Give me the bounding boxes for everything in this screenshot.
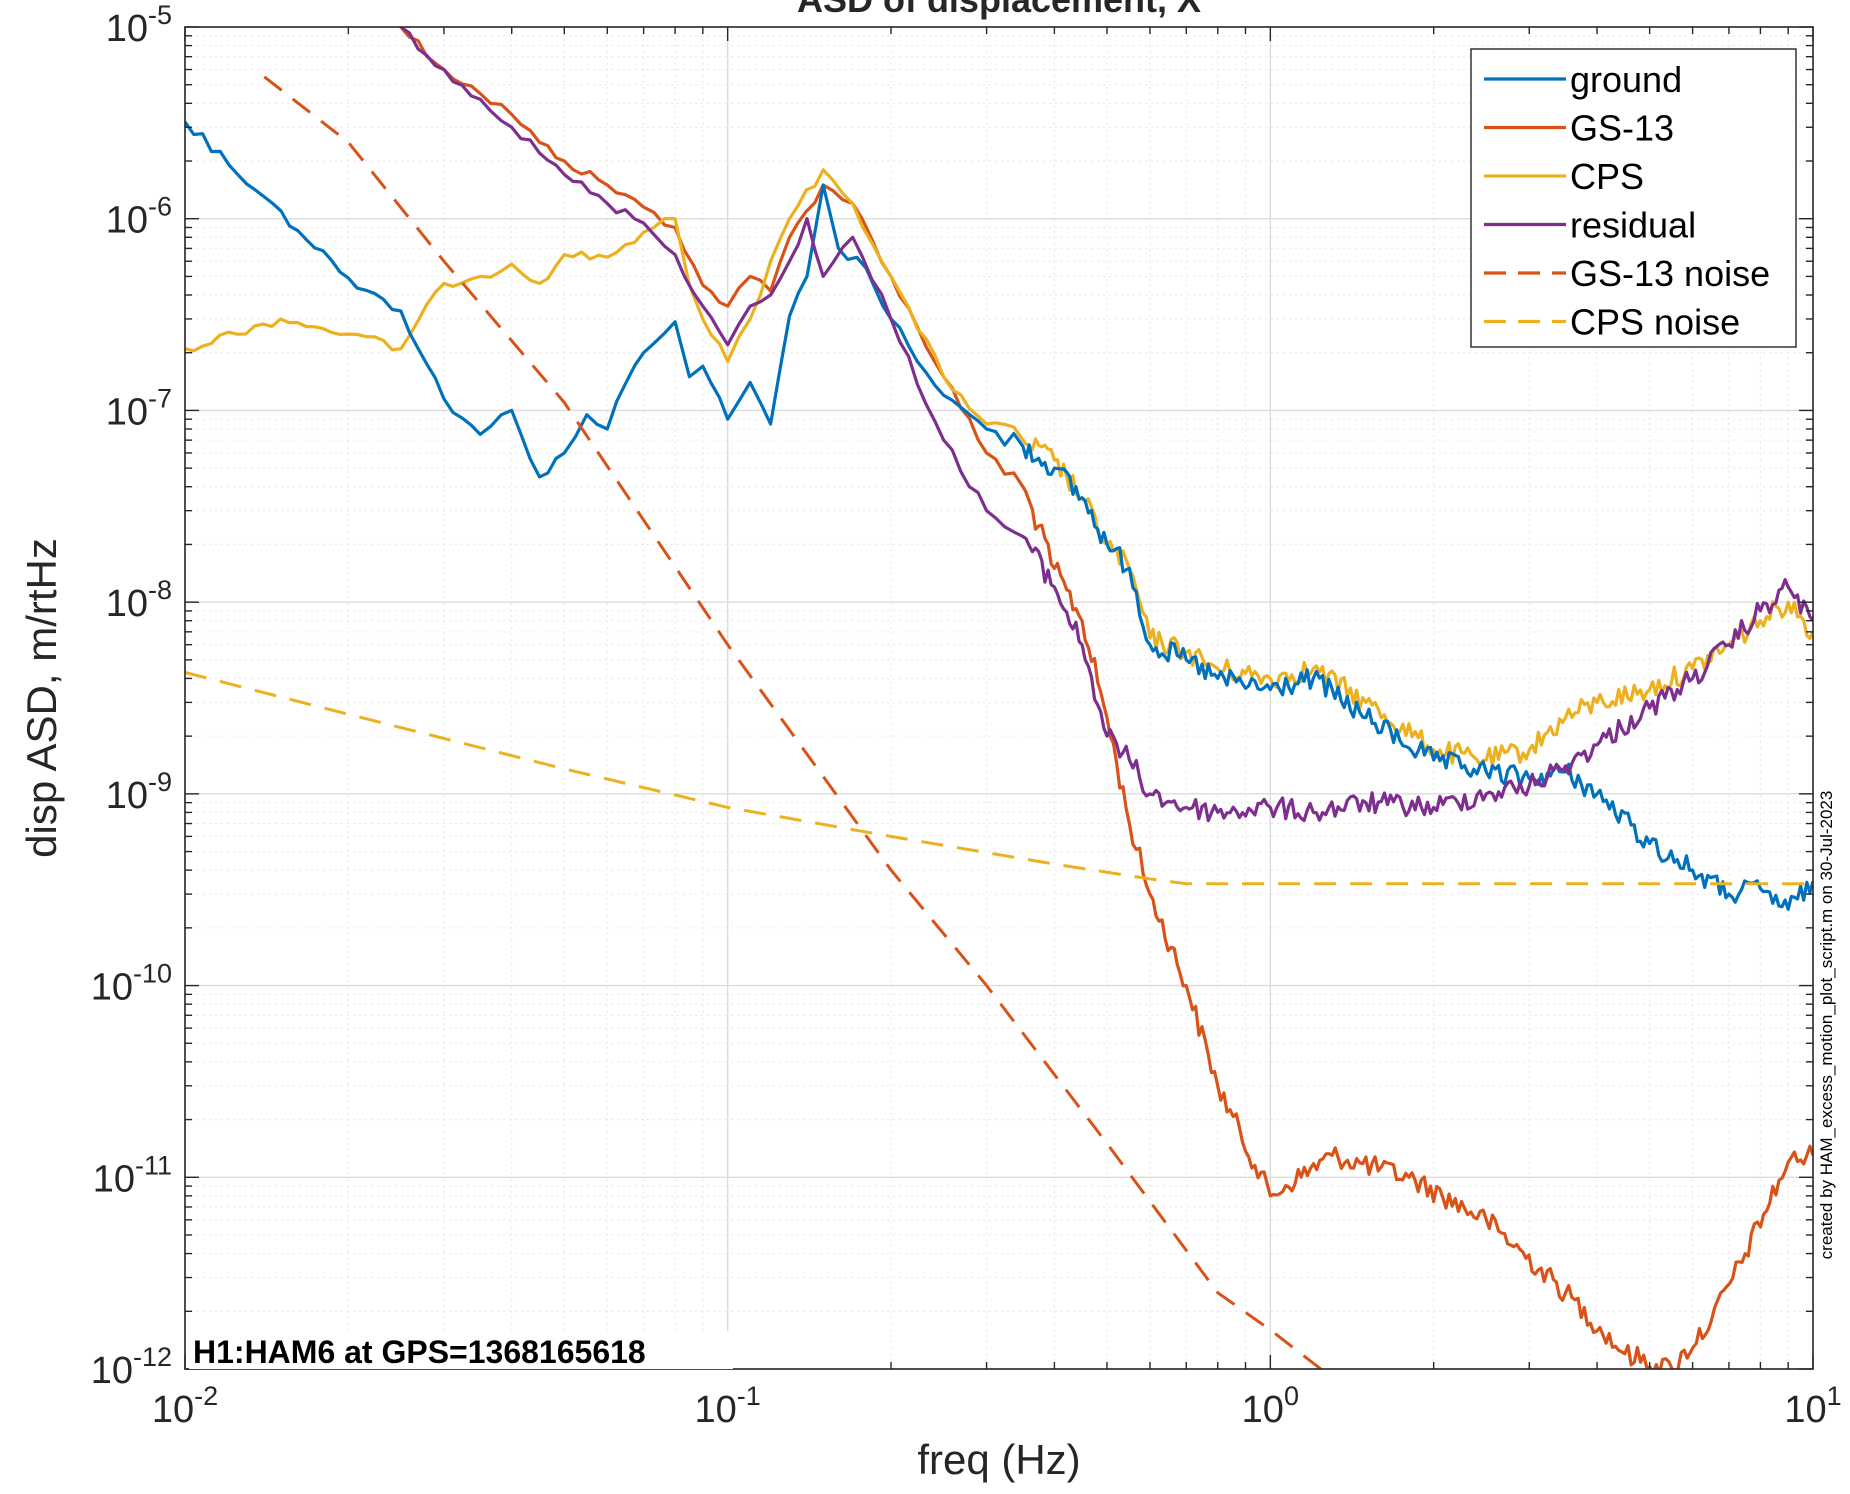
series-line-ground	[185, 120, 1813, 911]
y-tick-label: 10-6	[106, 192, 172, 242]
annotation-box	[189, 1331, 733, 1369]
legend-label: CPS noise	[1570, 302, 1740, 343]
gps-annotation: H1:HAM6 at GPS=1368165618	[193, 1334, 646, 1370]
x-tick-labels: 10-2 10-1 100 101	[152, 1381, 1842, 1431]
y-tick-labels: 10-12 10-11 10-10 10-9 10-8 10-7 10-6 10-5	[91, 0, 172, 1392]
chart-title: ASD of displacement, X	[797, 0, 1201, 20]
y-tick-label: 10-12	[91, 1342, 172, 1392]
y-tick-label: 10-9	[106, 767, 172, 817]
legend: ground GS-13 CPS residual GS-13 noise CPS noi…	[1470, 48, 1797, 348]
series-line-cps	[185, 168, 1813, 768]
series-line-residual	[398, 27, 1813, 823]
series-line-cps-noise	[185, 670, 1813, 886]
credit-text: created by HAM_excess_motion_plot_script…	[1817, 791, 1836, 1260]
legend-label: residual	[1570, 205, 1696, 246]
y-tick-label: 10-7	[106, 383, 172, 433]
legend-label: ground	[1570, 59, 1682, 100]
y-axis-label: disp ASD, m/rtHz	[18, 538, 65, 858]
y-tick-label: 10-10	[91, 959, 172, 1009]
tick-marks	[184, 26, 1814, 1370]
legend-label: CPS	[1570, 156, 1644, 197]
legend-box	[1470, 48, 1797, 348]
series-line-gs-13-noise	[263, 75, 1324, 1369]
x-axis-label: freq (Hz)	[917, 1436, 1080, 1483]
plot-frame	[184, 26, 1814, 1370]
y-tick-label: 10-8	[106, 575, 172, 625]
series-lines	[185, 27, 1813, 1369]
x-tick-label: 10-1	[695, 1381, 761, 1431]
legend-label: GS-13	[1570, 108, 1674, 149]
legend-label: GS-13 noise	[1570, 253, 1770, 294]
y-tick-label: 10-5	[106, 0, 172, 50]
y-tick-label: 10-11	[93, 1150, 172, 1200]
x-tick-label: 101	[1784, 1381, 1841, 1431]
x-tick-label: 10-2	[152, 1381, 218, 1431]
x-tick-label: 100	[1242, 1381, 1299, 1431]
